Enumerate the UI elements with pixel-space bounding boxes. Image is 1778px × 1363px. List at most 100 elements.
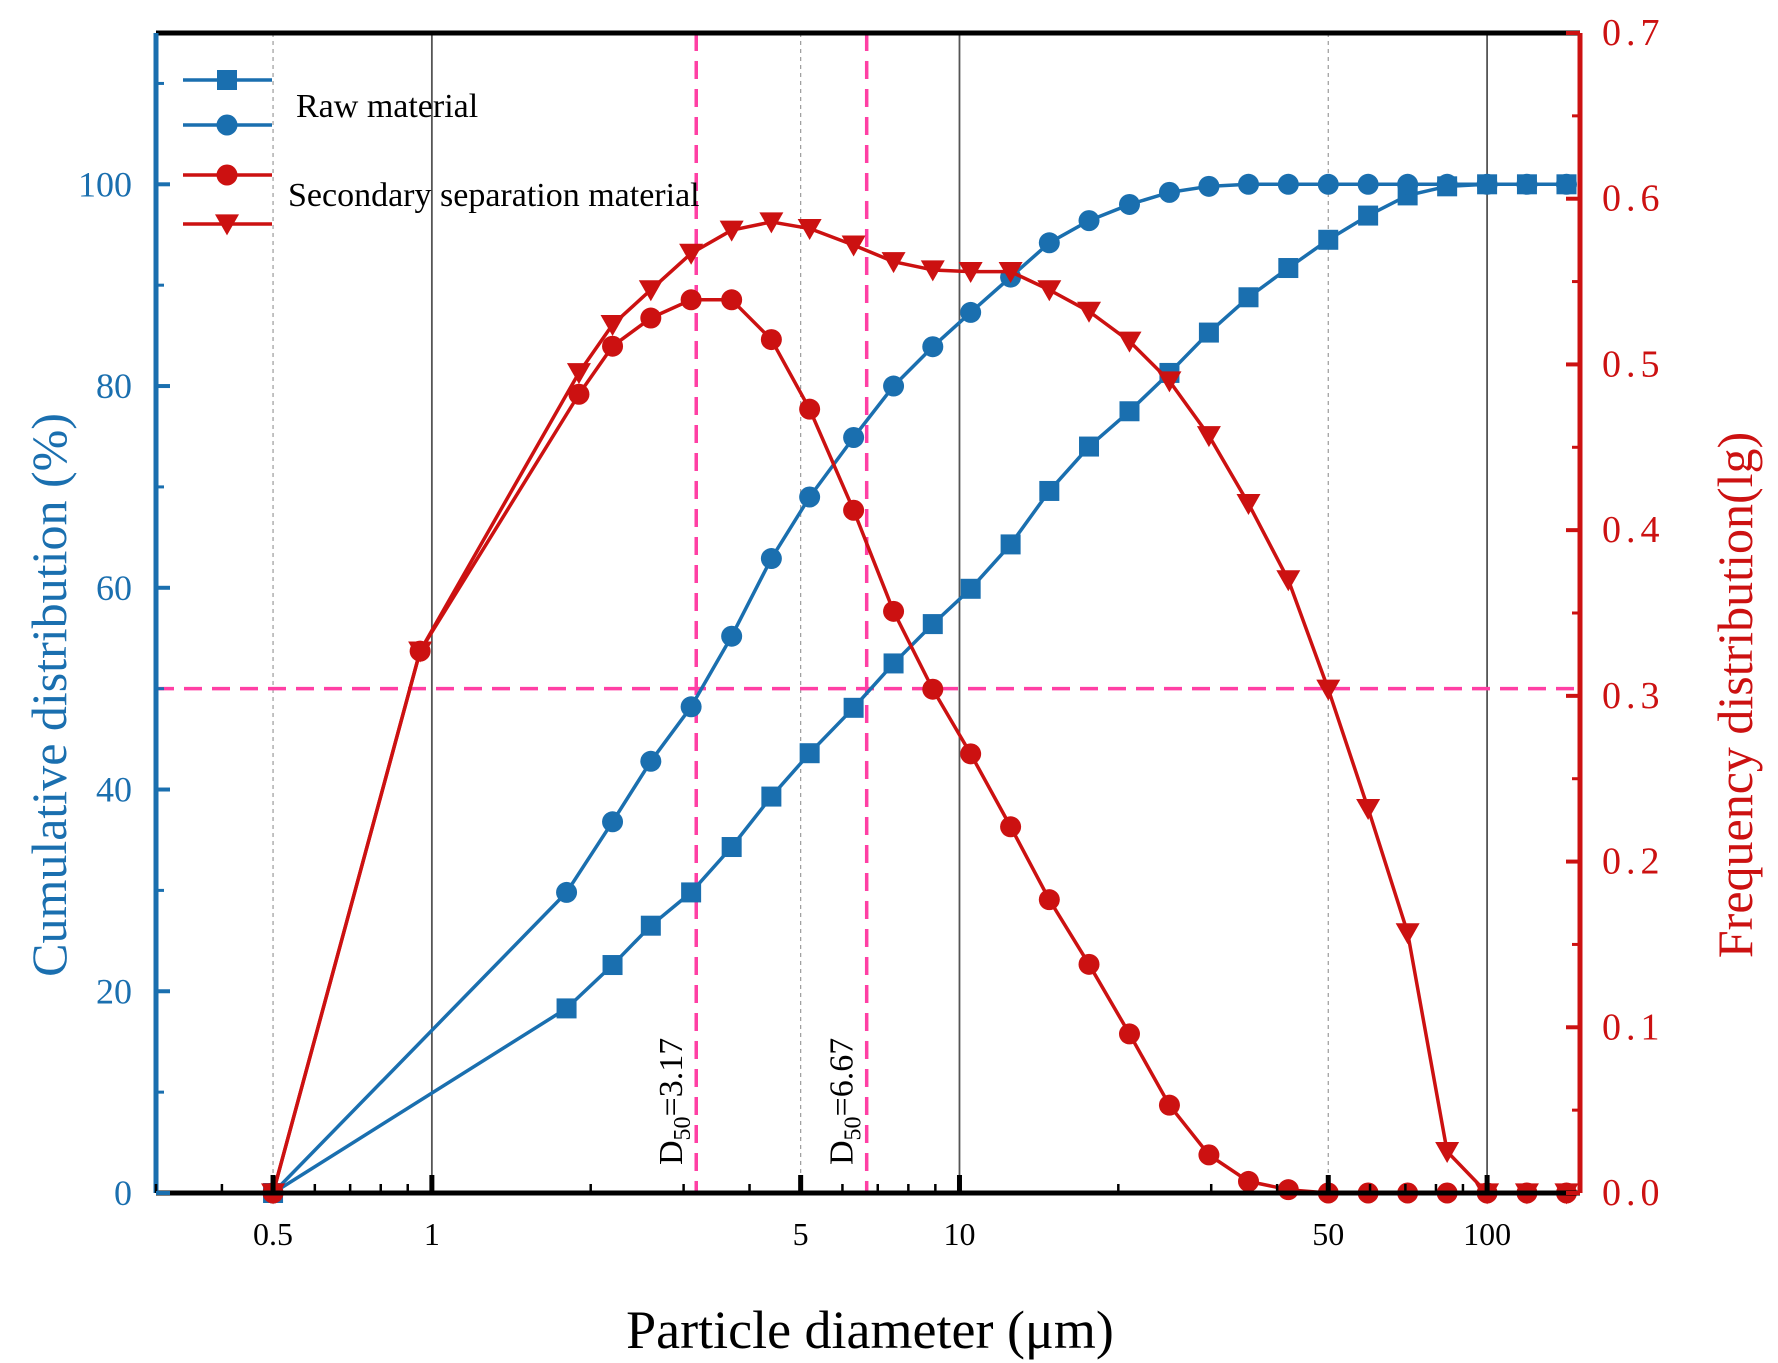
data-point-circle xyxy=(799,486,821,508)
data-point-circle xyxy=(602,335,624,357)
y-right-tick-label: 0.7 xyxy=(1602,12,1665,54)
series-line-3 xyxy=(271,220,1567,1195)
data-point-triangle xyxy=(1037,280,1062,302)
data-point-circle xyxy=(922,678,944,700)
y-right-tick-label: 0.4 xyxy=(1602,509,1665,551)
data-point-square xyxy=(1238,287,1259,308)
data-point-square xyxy=(1318,229,1339,250)
data-point-circle xyxy=(1516,173,1538,195)
data-point-circle xyxy=(760,329,782,351)
data-point-triangle xyxy=(679,243,704,265)
data-point-triangle xyxy=(1356,798,1381,820)
data-point-triangle xyxy=(958,262,983,284)
data-point-circle xyxy=(1038,889,1060,911)
y-left-tick-label: 20 xyxy=(96,971,132,1011)
data-point-circle xyxy=(1000,816,1022,838)
data-point-circle xyxy=(721,289,743,311)
data-point-circle xyxy=(1198,1144,1220,1166)
annotation-value: =6.67 xyxy=(824,1038,861,1117)
x-tick-label: 1 xyxy=(424,1216,440,1252)
data-point-circle xyxy=(568,383,590,405)
data-point-circle xyxy=(1436,173,1458,195)
data-point-triangle xyxy=(1157,371,1182,393)
series-3 xyxy=(261,212,1579,1205)
annotation-base: D xyxy=(653,1140,690,1165)
y-right-tick-label: 0.0 xyxy=(1602,1172,1665,1214)
data-point-circle xyxy=(843,499,865,521)
data-point-square xyxy=(1079,436,1100,457)
annotation-subscript: 50 xyxy=(670,1116,696,1140)
data-point-circle xyxy=(1158,181,1180,203)
data-point-triangle xyxy=(1196,426,1221,448)
data-point-square xyxy=(1039,480,1060,501)
data-point-square xyxy=(1358,205,1379,226)
annotation-subscript: 50 xyxy=(841,1116,867,1140)
data-point-circle xyxy=(1237,1170,1259,1192)
y-left-tick-label: 60 xyxy=(96,568,132,608)
data-point-triangle xyxy=(1435,1141,1460,1163)
x-tick-label: 0.5 xyxy=(253,1216,293,1252)
data-point-triangle xyxy=(1077,301,1102,323)
data-point-triangle xyxy=(1117,331,1142,353)
annotation-d50-0: D50=3.17 xyxy=(653,1038,696,1165)
data-point-triangle xyxy=(600,315,625,337)
data-point-triangle xyxy=(998,262,1023,284)
data-point-circle xyxy=(1476,173,1498,195)
data-point-square xyxy=(681,882,702,903)
data-point-circle xyxy=(960,743,982,765)
data-point-square xyxy=(883,653,904,674)
reference-lines xyxy=(156,33,1580,1193)
y-right-tick-label: 0.5 xyxy=(1602,343,1665,385)
data-point-triangle xyxy=(759,212,784,234)
data-point-circle xyxy=(1277,173,1299,195)
data-point-circle xyxy=(843,426,865,448)
data-point-triangle xyxy=(408,641,433,663)
data-point-square xyxy=(1278,258,1299,279)
data-point-circle xyxy=(1078,210,1100,232)
data-point-circle xyxy=(556,881,578,903)
data-point-circle xyxy=(1317,173,1339,195)
data-point-circle xyxy=(1198,175,1220,197)
data-point-circle xyxy=(1158,1094,1180,1116)
data-point-square xyxy=(799,743,820,764)
data-point-circle xyxy=(640,307,662,329)
data-point-triangle xyxy=(881,252,906,274)
y-left-tick-label: 0 xyxy=(114,1173,132,1213)
data-point-square xyxy=(960,578,981,599)
annotation-d50-1: D50=6.67 xyxy=(824,1038,867,1165)
data-point-circle xyxy=(216,164,238,186)
data-point-square xyxy=(922,614,943,635)
y-left-tick-label: 40 xyxy=(96,770,132,810)
x-axis-title: Particle diameter (μm) xyxy=(626,1300,1114,1360)
data-point-circle xyxy=(883,600,905,622)
data-point-square xyxy=(1000,534,1021,555)
x-tick-label: 100 xyxy=(1463,1216,1511,1252)
data-point-circle xyxy=(680,696,702,718)
data-point-circle xyxy=(216,114,238,136)
legend: Raw material Secondary separation materi… xyxy=(183,70,700,236)
data-point-circle xyxy=(1078,953,1100,975)
data-point-circle xyxy=(760,548,782,570)
data-point-square xyxy=(556,998,577,1019)
y-left-tick-label: 80 xyxy=(96,366,132,406)
data-point-triangle xyxy=(841,235,866,257)
series-line-2 xyxy=(271,298,1567,1195)
data-point-circle xyxy=(1237,173,1259,195)
data-point-circle xyxy=(1118,1023,1140,1045)
data-point-square xyxy=(602,955,623,976)
data-point-circle xyxy=(640,750,662,772)
data-point-square xyxy=(843,697,864,718)
data-point-triangle xyxy=(1316,679,1341,701)
data-point-circle xyxy=(1397,173,1419,195)
data-point-triangle xyxy=(719,220,744,242)
data-point-circle xyxy=(721,625,743,647)
data-point-triangle xyxy=(920,260,945,282)
x-tick-label: 50 xyxy=(1312,1216,1344,1252)
annotation-value: =3.17 xyxy=(653,1038,690,1117)
data-point-triangle xyxy=(797,218,822,240)
axes: 0.5 1 5 10 50 100 0 20 40 60 80 100 0.0 0.1 0.2 0.3 0.4 0… xyxy=(78,12,1665,1252)
series-2 xyxy=(262,289,1577,1204)
y-left-tick-label: 100 xyxy=(78,164,132,204)
data-point-square xyxy=(640,915,661,936)
